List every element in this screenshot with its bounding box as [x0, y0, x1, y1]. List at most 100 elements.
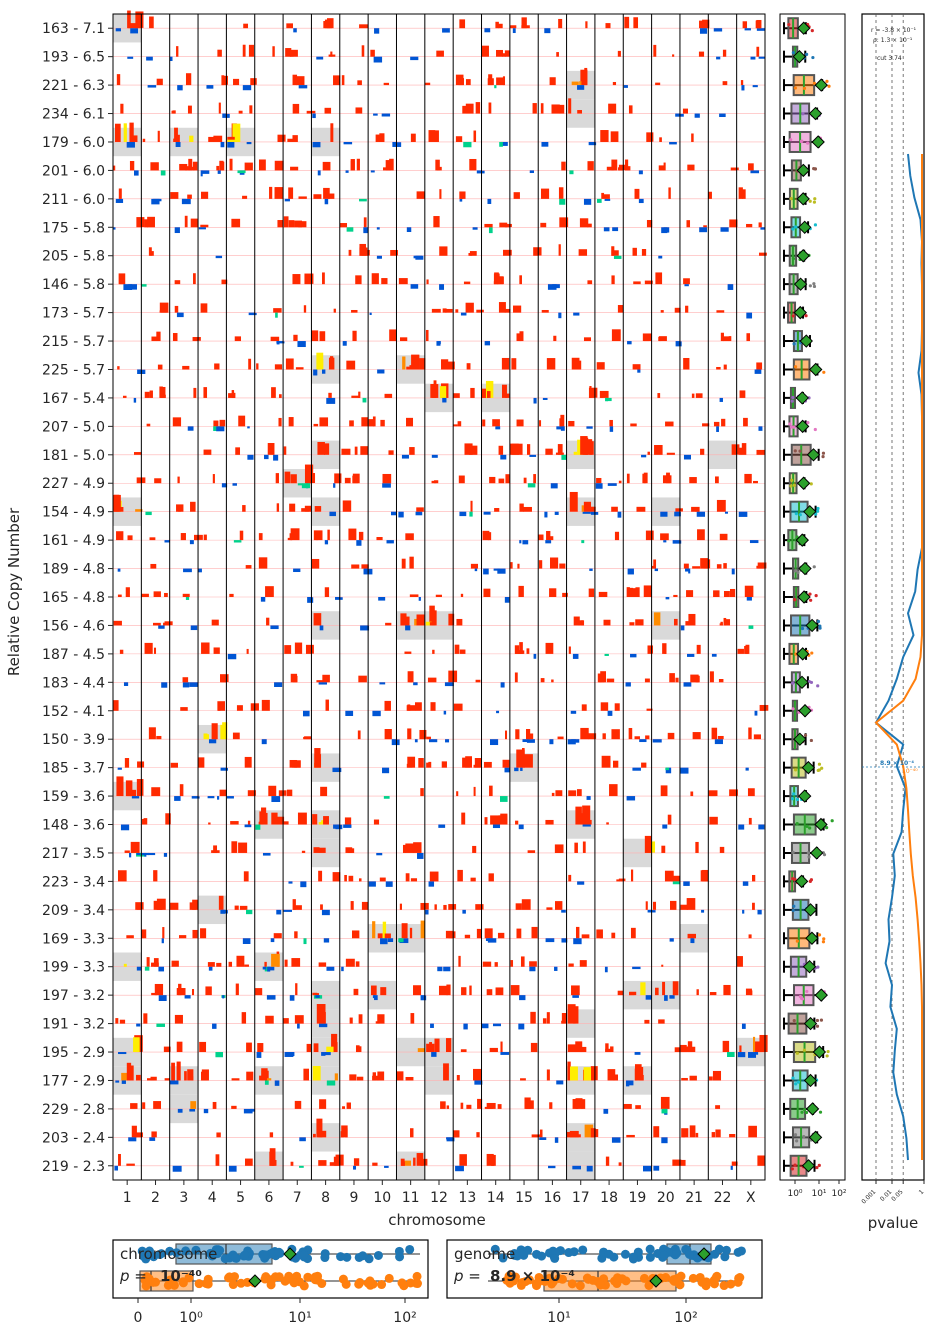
cnv-segment — [566, 1098, 595, 1110]
cnv-segment — [283, 23, 312, 33]
pvalue-annotation-cut: cut 3.74 — [877, 55, 902, 62]
chromosome-label: 8 — [321, 1190, 330, 1206]
cnv-segment — [339, 107, 369, 114]
cnv-segment — [651, 937, 680, 942]
cnv-segment — [113, 188, 142, 203]
cnv-segment — [453, 756, 482, 768]
cnv-segment — [169, 46, 199, 62]
cnv-segment — [651, 1047, 680, 1053]
cnv-segment — [736, 585, 765, 601]
cnv-segment — [113, 56, 142, 59]
cnv-segment — [679, 305, 709, 313]
cnv-segment — [424, 1137, 455, 1142]
cnv-segment — [736, 874, 765, 886]
cnv-segment — [481, 474, 510, 484]
cnv-segment — [623, 1165, 652, 1172]
cnv-segment — [623, 1064, 652, 1087]
cnv-segment — [113, 1018, 142, 1027]
row-boxplot — [783, 472, 813, 495]
cnv-segment — [679, 164, 709, 171]
cnv-segment — [141, 1101, 170, 1110]
cnv-segment — [368, 82, 397, 86]
cnv-segment — [169, 677, 199, 688]
cnv-segment — [538, 77, 567, 86]
cnv-segment — [396, 1013, 425, 1024]
cnv-segment — [254, 134, 286, 143]
cnv-segment — [538, 1069, 567, 1085]
cnv-segment — [254, 557, 284, 569]
cnv-segment — [594, 531, 624, 541]
pvalue-line-orange — [874, 154, 923, 1160]
cnv-segment — [254, 308, 284, 318]
cnv-segment — [481, 340, 510, 346]
cnv-segment — [623, 1019, 652, 1024]
cnv-segment — [736, 934, 765, 939]
cnv-segment — [481, 445, 510, 460]
pvalue-annotation-orange: 10⁻⁴⁰ — [902, 768, 918, 775]
cnv-segment — [339, 330, 369, 346]
cnv-segment — [311, 441, 340, 456]
cnv-segment — [311, 308, 340, 313]
row-label: 152 - 4.1 — [42, 704, 105, 720]
cnv-segment — [623, 188, 652, 204]
cnv-segment — [283, 464, 316, 489]
cnv-segment — [481, 588, 510, 603]
pvalue-tick-labels: 0.001 0.010.05 1 — [860, 1180, 926, 1206]
cnv-segment — [141, 386, 170, 399]
cnv-segment — [509, 1078, 539, 1081]
row-label: 211 - 6.0 — [42, 192, 105, 208]
cnv-segment — [538, 187, 567, 205]
cnv-segment — [651, 307, 681, 313]
cnv-segment — [368, 877, 397, 887]
row-boxplot — [783, 557, 816, 580]
cnv-segment — [339, 817, 369, 828]
cnv-segment — [141, 511, 170, 516]
cnv-segment — [623, 585, 652, 598]
cnv-segment — [339, 391, 369, 403]
cnv-segment — [141, 56, 170, 61]
cnv-segment — [424, 279, 454, 290]
row-boxplot — [783, 870, 814, 893]
cnv-segment — [311, 123, 340, 148]
cnv-segment — [736, 163, 765, 174]
cnv-segment — [651, 393, 680, 399]
cnv-segment — [169, 1041, 199, 1053]
cnv-segment — [169, 625, 199, 631]
cnv-segment — [453, 928, 482, 939]
cnv-segment — [113, 1153, 142, 1171]
cnv-segment — [169, 333, 201, 342]
box-tick-label: 10⁰ — [787, 1189, 802, 1199]
chromosome-label: 22 — [714, 1190, 732, 1206]
cnv-segment — [538, 397, 567, 400]
cnv-segment — [396, 985, 427, 1001]
cnv-segment — [736, 1125, 765, 1138]
cnv-segment — [198, 568, 227, 573]
cnv-segment — [311, 613, 340, 631]
chromosome-label: 18 — [600, 1190, 618, 1206]
row-label: 167 - 5.4 — [42, 391, 105, 407]
cnv-segment — [481, 785, 510, 802]
cnv-segment — [311, 1033, 340, 1056]
row-boxplot — [783, 74, 831, 97]
cnv-segment — [566, 198, 595, 205]
cnv-segment — [368, 795, 397, 799]
row-boxplot — [783, 1097, 823, 1120]
cnv-segment — [679, 767, 709, 774]
cnv-segment — [226, 648, 255, 660]
cnv-segment — [368, 537, 397, 544]
cnv-segment — [311, 352, 340, 376]
cnv-segment — [169, 1061, 199, 1085]
cnv-segment — [509, 275, 539, 285]
cnv-segment — [679, 1075, 709, 1081]
cnv-segment — [453, 904, 484, 914]
cnv-segment — [141, 813, 171, 825]
cnv-segment — [368, 473, 397, 488]
cnv-segment — [226, 390, 255, 399]
cnv-segment — [339, 1102, 369, 1110]
cnv-segment — [623, 16, 652, 29]
cnv-segment — [566, 337, 595, 342]
cnv-segment — [453, 618, 482, 626]
cnv-segment — [368, 682, 397, 685]
cnv-segment — [651, 870, 681, 885]
cnv-segment — [424, 82, 454, 86]
